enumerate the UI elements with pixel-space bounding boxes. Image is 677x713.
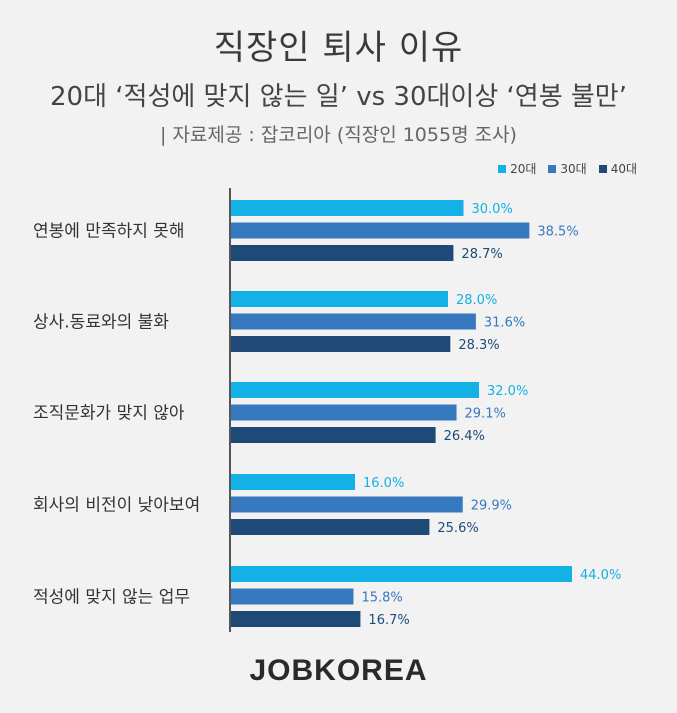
legend-swatch-30s — [548, 164, 557, 173]
legend-swatch-40s — [598, 164, 607, 173]
legend-label-40s: 40대 — [610, 162, 637, 176]
chart-subtitle: 20대 ‘적성에 맞지 않는 일’ vs 30대이상 ‘연봉 불만’ — [50, 82, 627, 112]
bar — [231, 404, 457, 421]
category-label: 상사.동료와의 불화 — [33, 313, 169, 333]
bar — [231, 382, 479, 398]
bar — [231, 566, 572, 582]
bar — [231, 336, 451, 352]
bar — [231, 291, 448, 307]
bar — [231, 313, 476, 330]
legend-swatch-20s — [498, 164, 507, 173]
data-label: 15.8% — [361, 591, 402, 606]
bar — [231, 245, 454, 261]
bar — [231, 496, 463, 513]
data-label: 28.0% — [456, 293, 497, 308]
category-label: 연봉에 만족하지 못해 — [33, 222, 185, 242]
data-label: 25.6% — [437, 521, 478, 536]
legend-item-20s: 20대 — [498, 160, 536, 177]
legend-label-20s: 20대 — [510, 162, 537, 176]
data-label: 16.0% — [363, 476, 404, 491]
category-label: 회사의 비전이 낮아보여 — [33, 496, 200, 516]
data-label: 29.1% — [465, 407, 506, 422]
bar — [231, 200, 464, 216]
bar — [231, 474, 355, 490]
data-label: 28.7% — [461, 247, 502, 262]
legend-label-30s: 30대 — [560, 162, 587, 176]
data-label: 28.3% — [458, 338, 499, 353]
legend: 20대 30대 40대 — [498, 160, 637, 177]
legend-item-40s: 40대 — [598, 160, 637, 177]
data-label: 31.6% — [484, 316, 525, 331]
jobkorea-logo: JOBKOREA — [249, 654, 428, 687]
data-label: 29.9% — [471, 499, 512, 514]
data-label: 30.0% — [472, 202, 513, 217]
bar — [231, 519, 430, 535]
data-label: 16.7% — [368, 613, 409, 628]
category-label: 조직문화가 맞지 않아 — [33, 404, 185, 424]
category-label: 적성에 맞지 않는 업무 — [33, 588, 190, 608]
data-label: 32.0% — [487, 384, 528, 399]
data-label: 26.4% — [444, 429, 485, 444]
source-note: | 자료제공 : 잡코리아 (직장인 1055명 조사) — [160, 124, 517, 146]
chart-title: 직장인 퇴사 이유 — [213, 28, 464, 68]
data-label: 38.5% — [537, 225, 578, 240]
legend-item-30s: 30대 — [548, 160, 587, 177]
bar — [231, 588, 354, 605]
bar — [231, 611, 361, 627]
bar — [231, 222, 530, 239]
bar — [231, 427, 436, 443]
data-label: 44.0% — [580, 568, 621, 583]
